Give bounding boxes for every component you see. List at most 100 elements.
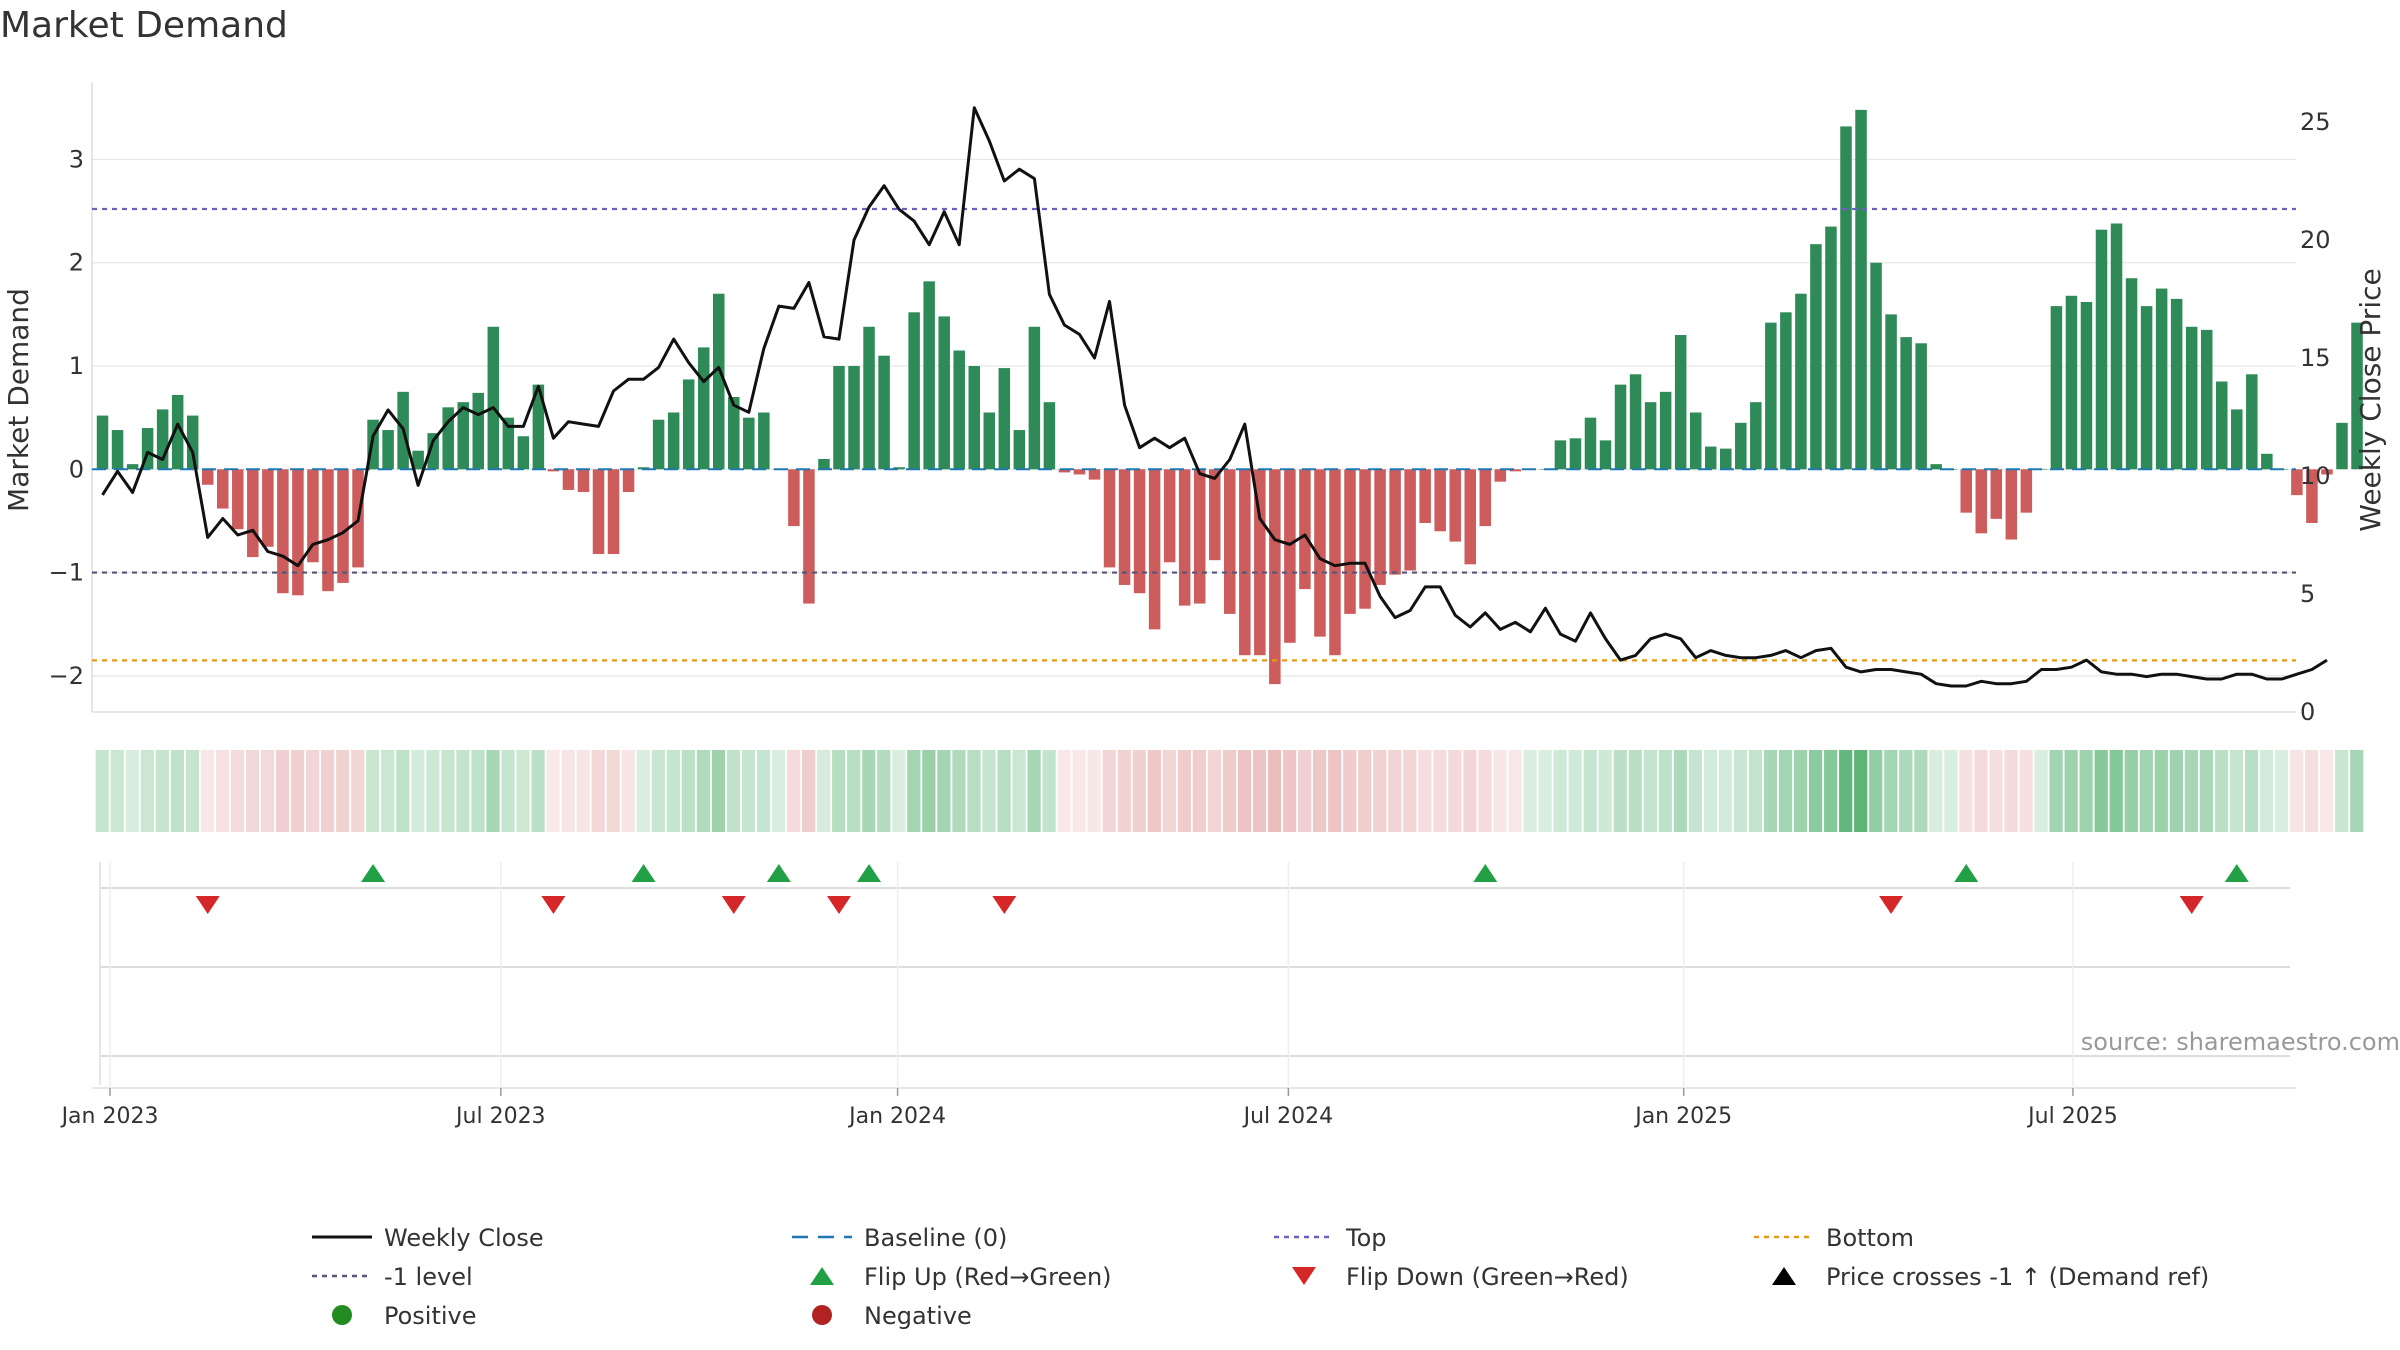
demand-bar — [1735, 422, 1747, 470]
heat-cell — [95, 750, 109, 832]
heat-cell — [2229, 750, 2244, 832]
heat-cell — [696, 750, 711, 832]
heat-cell — [2350, 750, 2364, 832]
heat-cell — [501, 750, 515, 832]
demand-bar — [953, 350, 965, 470]
legend-label: Top — [1345, 1224, 1387, 1252]
demand-bar — [171, 394, 184, 470]
heat-cell — [516, 750, 530, 832]
heat-cell — [561, 750, 575, 832]
heat-cell — [245, 750, 260, 832]
demand-bar — [2306, 469, 2318, 523]
legend-label: Flip Down (Green→Red) — [1346, 1263, 1629, 1291]
demand-bar — [1780, 312, 1792, 470]
heat-cell — [636, 750, 650, 832]
legend-label: Negative — [864, 1302, 972, 1330]
demand-bar — [728, 397, 740, 470]
demand-bar — [833, 366, 845, 470]
demand-bar — [1163, 469, 1176, 563]
heat-cell — [1463, 750, 1477, 832]
flip-down-marker — [1879, 896, 1904, 914]
heat-cell — [471, 750, 485, 832]
heat-cell — [982, 750, 996, 832]
x-tick-label: Jan 2025 — [1633, 1104, 1732, 1129]
heat-cell — [907, 750, 921, 832]
heatmap-strip — [95, 750, 2364, 832]
heat-cell — [1959, 750, 1973, 832]
demand-bar — [1254, 469, 1266, 656]
heat-cell — [200, 750, 215, 832]
demand-bar — [1509, 469, 1522, 472]
heat-cell — [230, 750, 245, 832]
demand-bar — [1344, 469, 1356, 614]
y-axis-label: Market Demand — [2, 288, 35, 512]
demand-bar — [2185, 326, 2198, 470]
legend-swatch — [1292, 1267, 1316, 1285]
heat-cell — [817, 750, 831, 832]
heat-cell — [155, 750, 169, 832]
y2-tick-label: 10 — [2300, 462, 2331, 490]
marker-layer — [195, 864, 2249, 914]
demand-bar — [1133, 469, 1146, 594]
demand-bar — [1494, 469, 1507, 482]
y-tick-label: −1 — [49, 559, 84, 587]
demand-bar — [2125, 278, 2138, 470]
demand-bar — [1058, 469, 1071, 473]
heat-cell — [1328, 750, 1342, 832]
heat-cell — [2154, 750, 2168, 832]
demand-bar — [457, 402, 469, 470]
heat-cell — [1824, 750, 1838, 832]
demand-bar — [1224, 469, 1236, 614]
flip-down-marker — [721, 896, 746, 914]
heat-cell — [1448, 750, 1462, 832]
heat-cell — [2335, 750, 2349, 832]
heat-cell — [1042, 750, 1056, 832]
demand-bar — [1750, 402, 1762, 470]
demand-bar — [1990, 469, 2003, 519]
demand-bar — [1043, 402, 1056, 470]
demand-bar — [547, 469, 560, 472]
demand-bar — [622, 469, 635, 493]
demand-bar — [2080, 301, 2093, 470]
heat-cell — [877, 750, 891, 832]
heat-cell — [621, 750, 635, 832]
heat-cell — [411, 750, 425, 832]
demand-bar — [262, 469, 274, 547]
demand-bar — [2110, 223, 2123, 470]
y-tick-label: 1 — [69, 352, 84, 380]
heat-cell — [576, 750, 590, 832]
demand-bar — [1674, 335, 1687, 470]
y2-tick-label: 5 — [2300, 580, 2315, 608]
heat-cell — [1763, 750, 1778, 832]
y-tick-label: 0 — [69, 455, 84, 483]
demand-bar — [201, 469, 214, 485]
demand-bar — [2291, 469, 2303, 496]
demand-bar — [1840, 126, 1852, 470]
heat-cell — [1012, 750, 1026, 832]
heat-cell — [771, 750, 786, 832]
demand-bar — [637, 467, 650, 470]
heat-cell — [1418, 750, 1432, 832]
demand-bar — [1208, 469, 1221, 561]
demand-bar — [232, 469, 244, 530]
heat-cell — [426, 750, 440, 832]
heat-cell — [2214, 750, 2229, 832]
demand-bar — [2321, 469, 2333, 475]
heat-cell — [1403, 750, 1417, 832]
flip-up-marker — [361, 864, 386, 882]
demand-bar — [1870, 262, 1882, 470]
heat-cell — [892, 750, 906, 832]
heat-cell — [125, 750, 139, 832]
heat-cell — [1388, 750, 1402, 832]
demand-bar — [412, 450, 424, 470]
heat-cell — [321, 750, 335, 832]
demand-bar — [247, 469, 259, 558]
demand-bar — [878, 355, 890, 470]
demand-bar — [2020, 469, 2033, 513]
heat-cell — [2109, 750, 2123, 832]
demand-bar — [472, 392, 485, 470]
heat-cell — [1703, 750, 1718, 832]
demand-bar — [1269, 469, 1281, 685]
legend-label: Price crosses -1 ↑ (Demand ref) — [1826, 1263, 2209, 1291]
